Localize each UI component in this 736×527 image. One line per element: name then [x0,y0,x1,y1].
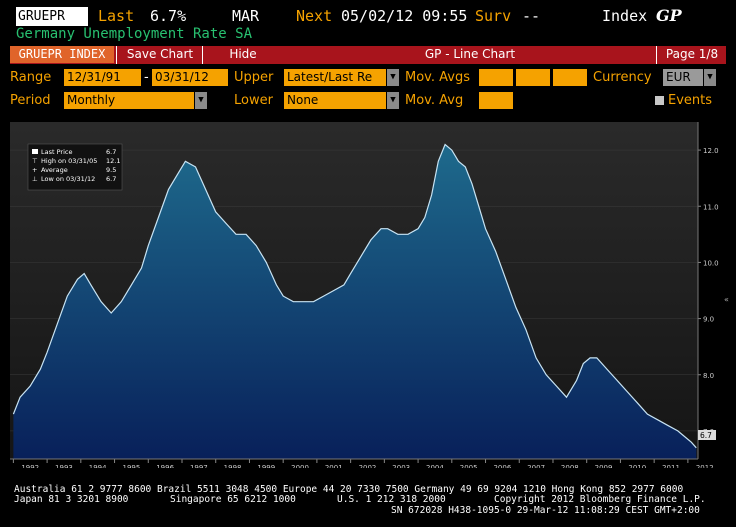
y-tick-label: 8.0 [703,372,714,380]
x-tick-label: 2009 [595,464,613,468]
legend-high: High on 03/31/05 [41,157,97,165]
mov-avg-field-3[interactable] [553,69,587,86]
x-tick-label: 1999 [257,464,275,468]
subtitle: Germany Unemployment Rate SA [16,26,253,42]
x-tick-label: 1992 [21,464,39,468]
currency-select[interactable]: EUR [663,69,703,86]
x-tick-label: 1995 [122,464,140,468]
legend-last-price-val: 6.7 [106,148,116,156]
legend-average-val: 9.5 [106,166,116,174]
period-select[interactable]: Monthly [64,92,194,109]
legend: Last Price 6.7 ⊤ High on 03/31/05 12.1 +… [27,143,123,191]
x-tick-label: 2004 [426,464,444,468]
last-value-marker-label: 6.7 [700,431,712,440]
legend-high-icon: ⊤ [32,157,38,165]
toolbar-bar [10,46,726,64]
lower-chevron-down-icon[interactable]: ▼ [387,92,399,109]
lower-select[interactable]: None [284,92,386,109]
x-tick-label: 2000 [291,464,309,468]
currency-label: Currency [593,70,652,85]
period-value: MAR [232,7,260,25]
x-tick-label: 2001 [325,464,343,468]
save-chart-button[interactable]: Save Chart [126,47,194,61]
legend-low: Low on 03/31/12 [41,175,95,183]
upper-label: Upper [234,70,274,85]
mov-avg-field-1[interactable] [479,69,513,86]
line-chart: 7.08.09.010.011.012.0 199219931994199519… [10,122,729,468]
toolbar-sep-3 [656,46,657,64]
last-value: 6.7% [150,7,187,25]
x-tick-label: 2012 [696,464,714,468]
y-tick-label: 9.0 [703,316,714,324]
area-fill [13,144,697,459]
ticker-box[interactable]: GRUEPR [16,7,88,26]
y-tick-label: 10.0 [703,259,719,267]
surv-label: Surv [475,7,512,25]
x-tick-label: 1996 [156,464,174,468]
x-tick-label: 2007 [527,464,545,468]
footer-line-2a: Japan 81 3 3201 8900 [14,494,129,505]
surv-value: -- [522,7,541,25]
x-tick-label: 2002 [359,464,377,468]
period-label: Period [10,93,51,108]
footer-line-2c: U.S. 1 212 318 2000 [337,494,446,505]
legend-low-icon: ⊥ [32,175,38,183]
toolbar-sep-2 [202,46,203,64]
hide-button[interactable]: Hide [229,47,257,61]
legend-average-icon: + [32,166,37,174]
x-tick-label: 1994 [89,464,107,468]
next-date: 05/02/12 09:55 [341,7,468,25]
legend-average: Average [41,166,68,174]
footer-line-1: Australia 61 2 9777 8600 Brazil 5511 304… [14,484,684,495]
range-label: Range [10,70,52,85]
y-tick-label: 11.0 [703,203,719,211]
toolbar-sep-1 [116,46,117,64]
x-tick-label: 1998 [224,464,242,468]
x-tick-label: 2003 [392,464,410,468]
footer-line-2d: Copyright 2012 Bloomberg Finance L.P. [494,494,706,505]
last-value-marker [698,430,716,440]
mov-avg-field-lower[interactable] [479,92,513,109]
legend-last-price: Last Price [41,148,72,156]
chart-title: GP - Line Chart [424,47,516,61]
x-tick-label: 2010 [628,464,646,468]
index-label: Index [602,7,648,25]
x-tick-label: 2011 [662,464,680,468]
page-indicator[interactable]: Page 1/8 [665,47,719,61]
legend-last-price-icon [32,149,38,154]
footer-line-2b: Singapore 65 6212 1000 [170,494,296,505]
series-line [12,143,697,449]
period-chevron-down-icon[interactable]: ▼ [195,92,207,109]
y-tick-label: 12.0 [703,147,719,155]
range-start-field[interactable]: 12/31/91 [64,69,141,86]
upper-select[interactable]: Latest/Last Re [284,69,386,86]
mov-avgs-label: Mov. Avgs [405,70,470,85]
security-tab[interactable]: GRUEPR INDEX [10,46,114,63]
legend-low-val: 6.7 [106,175,116,183]
gp-label: GP [656,6,682,25]
lower-label: Lower [234,93,273,108]
last-label: Last [98,7,135,25]
x-tick-label: 2006 [493,464,511,468]
x-tick-label: 2005 [460,464,478,468]
next-label: Next [296,7,333,25]
mov-avg-field-2[interactable] [516,69,550,86]
footer-line-3: SN 672028 H438-1095-0 29-Mar-12 11:08:29… [391,505,700,516]
legend-high-val: 12.1 [106,157,120,165]
scroll-arrow-icon[interactable]: « [724,295,729,304]
x-tick-label: 1993 [55,464,73,468]
upper-chevron-down-icon[interactable]: ▼ [387,69,399,86]
range-end-field[interactable]: 03/31/12 [152,69,228,86]
events-label[interactable]: Events [668,93,713,108]
x-tick-label: 1997 [190,464,208,468]
mov-avg-label: Mov. Avg [405,93,464,108]
range-sep: - [144,70,149,85]
x-tick-label: 2008 [561,464,579,468]
currency-chevron-down-icon[interactable]: ▼ [704,69,716,86]
events-checkbox[interactable] [655,96,664,105]
